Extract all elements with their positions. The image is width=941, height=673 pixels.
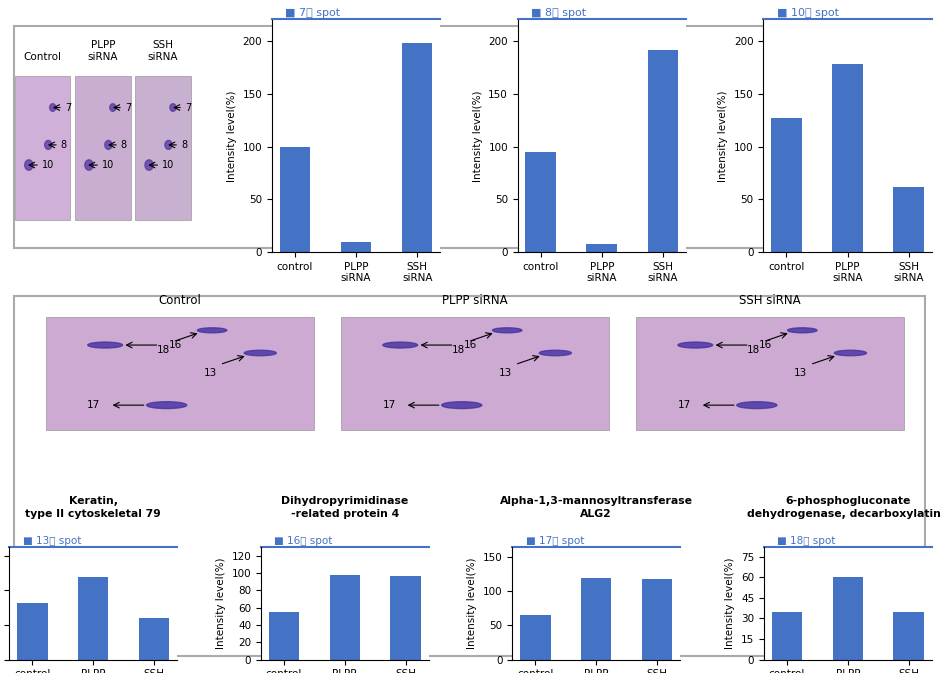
Text: ■ 8번 spot: ■ 8번 spot: [531, 8, 586, 18]
Circle shape: [147, 402, 186, 409]
Bar: [771, 118, 802, 252]
Title: 6-phosphogluconate
dehydrogenase, decarboxylating: 6-phosphogluconate dehydrogenase, decarb…: [747, 496, 941, 518]
Circle shape: [198, 328, 227, 333]
Bar: [581, 577, 612, 660]
Text: SSH siRNA: SSH siRNA: [740, 294, 801, 308]
Circle shape: [835, 350, 867, 356]
Bar: [832, 65, 863, 252]
Text: ■ 10번 spot: ■ 10번 spot: [777, 8, 838, 18]
Text: 17: 17: [678, 400, 691, 410]
Text: 18: 18: [157, 345, 170, 355]
Circle shape: [678, 342, 712, 348]
Text: SSH
siRNA: SSH siRNA: [148, 40, 178, 62]
Circle shape: [383, 342, 418, 348]
FancyBboxPatch shape: [636, 317, 904, 430]
FancyBboxPatch shape: [15, 76, 71, 219]
Y-axis label: Intensity level(%): Intensity level(%): [227, 90, 237, 182]
Text: 16: 16: [168, 340, 182, 350]
FancyBboxPatch shape: [342, 317, 609, 430]
Circle shape: [737, 402, 777, 409]
Circle shape: [88, 342, 122, 348]
Text: 10: 10: [102, 160, 114, 170]
FancyBboxPatch shape: [14, 296, 925, 656]
Text: 7: 7: [185, 102, 191, 112]
Circle shape: [44, 141, 52, 149]
Bar: [78, 577, 108, 660]
FancyBboxPatch shape: [14, 26, 925, 248]
Circle shape: [170, 104, 176, 111]
Y-axis label: Intensity level(%): Intensity level(%): [472, 90, 483, 182]
Bar: [17, 603, 47, 660]
Circle shape: [50, 104, 56, 111]
Text: ■ 13번 spot: ■ 13번 spot: [23, 536, 81, 546]
FancyBboxPatch shape: [46, 317, 313, 430]
Bar: [402, 43, 433, 252]
Bar: [279, 147, 311, 252]
Circle shape: [788, 328, 817, 333]
Text: 7: 7: [125, 102, 131, 112]
Text: 13: 13: [204, 367, 217, 378]
Bar: [642, 579, 673, 660]
Text: Control: Control: [24, 52, 62, 62]
Bar: [268, 612, 299, 660]
Circle shape: [110, 104, 116, 111]
Text: 10: 10: [162, 160, 174, 170]
Bar: [586, 244, 617, 252]
Text: 17: 17: [382, 400, 395, 410]
Text: 8: 8: [61, 140, 67, 150]
FancyBboxPatch shape: [75, 76, 131, 219]
Title: Dihydropyrimidinase
-related protein 4: Dihydropyrimidinase -related protein 4: [281, 496, 408, 518]
Bar: [894, 612, 924, 660]
Circle shape: [85, 160, 93, 170]
Text: 17: 17: [88, 400, 101, 410]
Bar: [139, 618, 169, 660]
Y-axis label: Intensity level(%): Intensity level(%): [726, 557, 736, 649]
Text: 8: 8: [181, 140, 187, 150]
Circle shape: [145, 160, 153, 170]
Text: 10: 10: [41, 160, 54, 170]
Bar: [647, 50, 678, 252]
Bar: [893, 187, 924, 252]
Text: ■ 16번 spot: ■ 16번 spot: [275, 536, 333, 546]
Text: 13: 13: [794, 367, 807, 378]
Bar: [520, 615, 550, 660]
Text: PLPP
siRNA: PLPP siRNA: [88, 40, 118, 62]
Bar: [391, 577, 421, 660]
Text: PLPP siRNA: PLPP siRNA: [442, 294, 508, 308]
Text: 7: 7: [65, 102, 71, 112]
Title: Keratin,
type II cytoskeletal 79: Keratin, type II cytoskeletal 79: [25, 496, 161, 518]
Text: 18: 18: [452, 345, 465, 355]
Bar: [329, 575, 360, 660]
Text: 18: 18: [747, 345, 760, 355]
Y-axis label: Intensity level(%): Intensity level(%): [215, 557, 226, 649]
Circle shape: [104, 141, 112, 149]
Text: ■ 17번 spot: ■ 17번 spot: [526, 536, 584, 546]
Text: 16: 16: [758, 340, 772, 350]
Text: ■ 7번 spot: ■ 7번 spot: [285, 8, 341, 18]
Y-axis label: Intensity level(%): Intensity level(%): [718, 90, 728, 182]
Title: Alpha-1,3-mannosyltransferase
ALG2: Alpha-1,3-mannosyltransferase ALG2: [500, 496, 693, 518]
Circle shape: [492, 328, 522, 333]
Bar: [525, 152, 556, 252]
Circle shape: [245, 350, 277, 356]
Circle shape: [165, 141, 172, 149]
Bar: [833, 577, 863, 660]
Text: 16: 16: [464, 340, 477, 350]
Y-axis label: Intensity level(%): Intensity level(%): [468, 557, 477, 649]
Text: ■ 18번 spot: ■ 18번 spot: [777, 536, 836, 546]
Circle shape: [441, 402, 482, 409]
FancyBboxPatch shape: [136, 76, 191, 219]
Text: 8: 8: [120, 140, 127, 150]
Text: 13: 13: [499, 367, 512, 378]
Bar: [772, 612, 802, 660]
Circle shape: [24, 160, 33, 170]
Text: Control: Control: [159, 294, 201, 308]
Circle shape: [539, 350, 571, 356]
Bar: [341, 242, 372, 252]
